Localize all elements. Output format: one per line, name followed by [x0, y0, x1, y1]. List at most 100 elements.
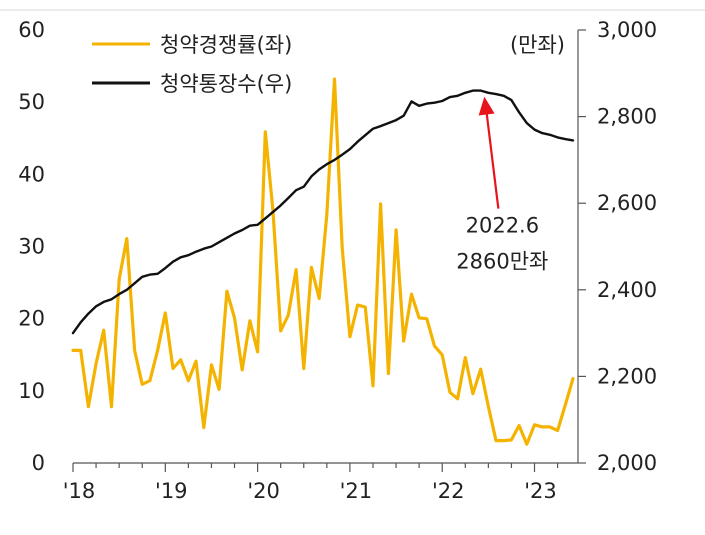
- point-competition: [349, 335, 351, 338]
- point-accounts: [118, 293, 120, 295]
- point-accounts: [441, 100, 444, 102]
- point-competition: [256, 351, 259, 353]
- left-tick-label: 10: [18, 379, 45, 403]
- left-axis-ticks: 0 10 20 30 40 50 60: [18, 18, 45, 475]
- point-competition: [549, 426, 551, 428]
- point-competition: [502, 439, 505, 442]
- left-tick-label: 0: [32, 451, 45, 475]
- point-competition: [133, 349, 136, 352]
- x-tick-label: '21: [340, 479, 373, 503]
- legend-label-accounts: 청약통장수(우): [160, 72, 292, 96]
- point-competition: [372, 384, 374, 387]
- point-competition: [333, 78, 336, 80]
- point-accounts: [310, 175, 313, 178]
- point-accounts: [572, 139, 574, 142]
- point-competition: [402, 340, 405, 342]
- point-accounts: [472, 89, 474, 92]
- point-competition: [118, 278, 120, 280]
- point-competition: [341, 247, 344, 249]
- legend-label-competition: 청약경쟁률(좌): [160, 33, 292, 57]
- point-competition: [418, 317, 420, 319]
- point-accounts: [164, 267, 167, 269]
- point-competition: [295, 268, 297, 271]
- right-tick-label: 2,000: [597, 451, 657, 475]
- point-accounts: [402, 114, 405, 117]
- point-accounts: [79, 321, 82, 324]
- right-axis-ticks: 2,000 2,200 2,400 2,600 2,800 3,000: [578, 18, 657, 475]
- point-competition: [141, 383, 144, 386]
- x-tick-label: '19: [155, 479, 188, 503]
- point-competition: [241, 369, 243, 371]
- left-tick-label: 40: [18, 162, 45, 186]
- point-competition: [249, 320, 251, 322]
- point-accounts: [226, 237, 228, 239]
- point-competition: [264, 130, 267, 133]
- point-accounts: [195, 250, 197, 253]
- point-competition: [156, 349, 159, 352]
- point-accounts: [202, 247, 205, 250]
- point-competition: [479, 368, 482, 370]
- point-accounts: [256, 224, 259, 226]
- point-competition: [526, 443, 528, 446]
- point-accounts: [518, 111, 520, 114]
- point-accounts: [356, 140, 359, 143]
- point-accounts: [72, 332, 74, 334]
- point-competition: [410, 293, 413, 295]
- point-accounts: [341, 153, 344, 156]
- point-accounts: [110, 298, 113, 301]
- point-accounts: [464, 91, 467, 94]
- point-accounts: [287, 197, 290, 199]
- point-competition: [364, 306, 367, 308]
- point-competition: [310, 266, 313, 269]
- x-axis-ticks: '18 '19 '20 '21 '22 '23: [63, 463, 559, 503]
- point-competition: [187, 379, 190, 382]
- point-competition: [110, 405, 113, 408]
- point-competition: [387, 372, 390, 375]
- point-accounts: [87, 312, 90, 315]
- point-competition: [472, 392, 474, 395]
- point-competition: [510, 439, 513, 441]
- point-accounts: [272, 211, 274, 213]
- right-tick-label: 3,000: [597, 18, 657, 42]
- point-competition: [326, 213, 328, 216]
- point-accounts: [141, 276, 144, 278]
- point-competition: [379, 203, 382, 205]
- point-accounts: [502, 95, 505, 97]
- series-layer: [71, 77, 575, 446]
- point-accounts: [449, 96, 451, 98]
- point-competition: [210, 364, 213, 366]
- point-accounts: [156, 272, 159, 275]
- point-competition: [126, 237, 128, 240]
- right-tick-label: 2,800: [597, 105, 657, 129]
- point-competition: [149, 379, 151, 382]
- annotation-value: 2860만좌: [456, 250, 548, 274]
- point-competition: [302, 367, 305, 370]
- point-competition: [533, 423, 536, 426]
- point-competition: [572, 377, 574, 380]
- annotation-arrow-head: [478, 96, 495, 116]
- point-accounts: [364, 134, 367, 137]
- right-tick-label: 2,200: [597, 364, 657, 388]
- point-competition: [72, 349, 74, 352]
- left-tick-label: 20: [18, 307, 45, 331]
- point-accounts: [549, 133, 551, 136]
- point-competition: [564, 404, 567, 407]
- point-competition: [449, 391, 451, 394]
- point-competition: [287, 314, 290, 316]
- point-accounts: [126, 289, 128, 291]
- point-accounts: [318, 168, 320, 171]
- point-competition: [102, 329, 105, 332]
- point-accounts: [233, 232, 236, 235]
- point-accounts: [333, 159, 336, 161]
- point-accounts: [456, 95, 459, 97]
- point-competition: [172, 367, 174, 370]
- point-accounts: [295, 189, 297, 192]
- point-accounts: [179, 256, 182, 259]
- series-line-competition: [71, 77, 575, 446]
- legend: 청약경쟁률(좌) 청약통장수(우): [92, 33, 292, 96]
- point-competition: [487, 405, 490, 408]
- point-accounts: [425, 102, 428, 105]
- point-competition: [318, 297, 320, 300]
- left-tick-label: 50: [18, 90, 45, 114]
